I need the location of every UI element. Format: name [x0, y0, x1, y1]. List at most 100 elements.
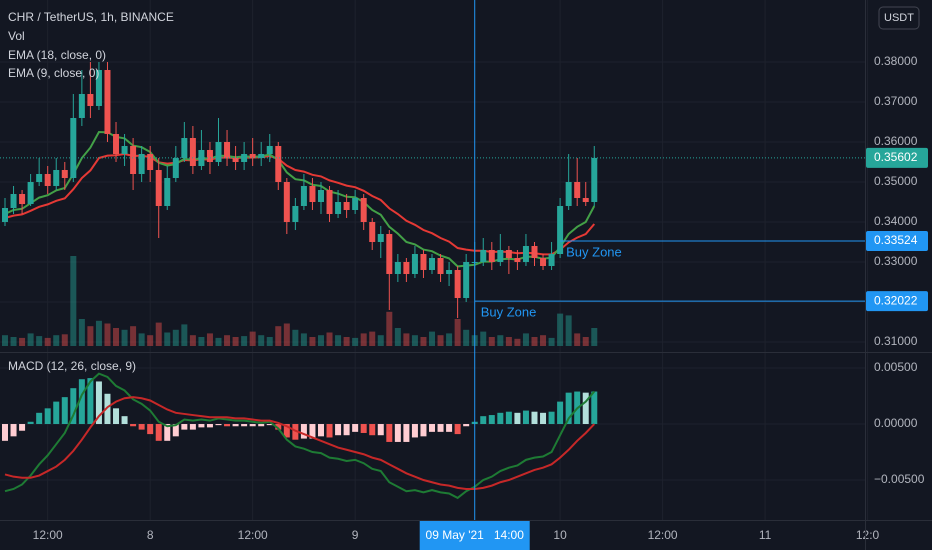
- histogram-bar: [352, 424, 359, 432]
- candle-body: [531, 246, 538, 258]
- legend-ema9: EMA (9, close, 0): [8, 66, 99, 80]
- candle-body: [488, 250, 495, 262]
- histogram-bar: [164, 424, 171, 441]
- candle-body: [70, 118, 77, 178]
- candle-body: [505, 250, 512, 258]
- histogram-bar: [540, 412, 547, 425]
- candle-body: [394, 262, 401, 274]
- currency-button[interactable]: [878, 6, 920, 30]
- candle-body: [326, 190, 333, 214]
- volume-bar: [377, 335, 384, 346]
- candle-body: [343, 202, 350, 210]
- volume-bar: [181, 324, 188, 346]
- volume-bar: [258, 335, 265, 346]
- histogram-bar: [377, 424, 384, 436]
- currency-label[interactable]: USDT: [884, 12, 914, 24]
- chart-title: CHR / TetherUS, 1h, BINANCE: [8, 10, 174, 24]
- candle-body: [283, 182, 290, 222]
- candle-body: [95, 70, 102, 106]
- histogram-bar: [147, 424, 154, 435]
- price-label: 0.33524: [874, 233, 918, 247]
- y-tick-label: 0.00000: [874, 416, 918, 430]
- histogram-bar: [224, 424, 231, 427]
- candle-body: [224, 142, 231, 158]
- volume-bar: [104, 323, 111, 346]
- candle-body: [172, 158, 179, 178]
- volume-bar: [394, 328, 401, 346]
- candle-body: [403, 262, 410, 274]
- histogram-bar: [505, 411, 512, 425]
- volume-bar: [317, 335, 324, 346]
- volume-bar: [565, 315, 572, 346]
- y-tick-label: 0.31000: [874, 334, 918, 348]
- candle-body: [78, 94, 85, 118]
- histogram-bar: [488, 415, 495, 425]
- volume-bar: [61, 334, 68, 346]
- volume-bar: [10, 337, 17, 346]
- volume-bar: [343, 337, 350, 346]
- candle-body: [266, 146, 273, 154]
- histogram-bar: [1, 424, 8, 441]
- candle-body: [514, 258, 521, 262]
- histogram-bar: [403, 424, 410, 442]
- candle-body: [61, 170, 68, 178]
- candle-body: [232, 158, 239, 162]
- volume-bar: [437, 335, 444, 346]
- volume-bar: [420, 337, 427, 346]
- candle-body: [130, 146, 137, 174]
- candle-body: [292, 206, 299, 222]
- volume-bar: [411, 335, 418, 346]
- y-tick-label: 0.38000: [874, 54, 918, 68]
- histogram-bar: [189, 424, 196, 430]
- volume-bar: [121, 329, 128, 346]
- volume-bar: [283, 323, 290, 346]
- histogram-bar: [309, 424, 316, 439]
- histogram-bar: [241, 424, 248, 427]
- legend-volume: Vol: [8, 29, 25, 43]
- volume-bar: [19, 337, 26, 346]
- candle-body: [104, 70, 111, 134]
- candle-body: [1, 208, 8, 222]
- candle-body: [309, 186, 316, 202]
- candle-body: [463, 262, 470, 298]
- histogram-bar: [36, 412, 43, 425]
- candle-body: [138, 154, 145, 174]
- candle-body: [147, 154, 154, 170]
- histogram-bar: [70, 388, 77, 425]
- volume-bar: [488, 337, 495, 346]
- histogram-bar: [87, 378, 94, 425]
- macd-title: MACD (12, 26, close, 9): [8, 359, 136, 373]
- volume-bar: [463, 329, 470, 346]
- y-tick-label: 0.36000: [874, 134, 918, 148]
- histogram-bar: [27, 421, 34, 425]
- indicator-line: [4, 372, 596, 500]
- histogram-bar: [429, 424, 436, 432]
- histogram-bar: [326, 424, 333, 438]
- candle-body: [53, 170, 60, 186]
- x-tick-label: 12:00: [33, 528, 63, 542]
- volume-bar: [155, 322, 162, 346]
- volume-bar: [582, 337, 589, 346]
- volume-bar: [232, 337, 239, 346]
- candle-body: [258, 154, 265, 158]
- histogram-bar: [394, 424, 401, 442]
- histogram-bar: [130, 424, 137, 427]
- histogram-bar: [437, 424, 444, 432]
- candle-body: [121, 146, 128, 154]
- histogram-bar: [317, 424, 324, 437]
- volume-bar: [249, 331, 256, 346]
- volume-bar: [292, 329, 299, 346]
- last-price-box: [866, 147, 928, 168]
- legend-ema18: EMA (18, close, 0): [8, 48, 106, 62]
- histogram-bar: [565, 392, 572, 425]
- candle-body: [155, 170, 162, 206]
- histogram-bar: [292, 424, 299, 440]
- candle-body: [429, 258, 436, 270]
- x-tick-label: 9: [352, 528, 359, 542]
- histogram-bar: [369, 424, 376, 436]
- volume-bar: [309, 337, 316, 346]
- candle-body: [44, 174, 51, 186]
- histogram-bar: [249, 424, 256, 427]
- volume-bar: [429, 331, 436, 346]
